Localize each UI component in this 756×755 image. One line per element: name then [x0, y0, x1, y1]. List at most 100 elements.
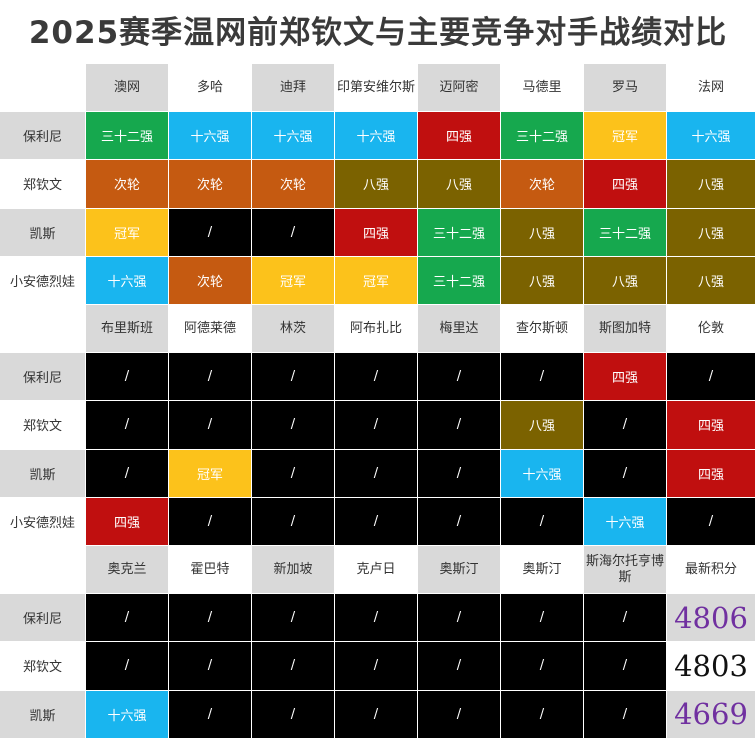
- result-cell: 十六强: [335, 112, 417, 160]
- result-cell: 八强: [667, 160, 755, 208]
- result-cell: 三十二强: [86, 112, 168, 160]
- result-cell: /: [169, 497, 251, 545]
- result-cell: 四强: [584, 160, 666, 208]
- result-cell: 八强: [418, 160, 500, 208]
- result-cell: 三十二强: [418, 208, 500, 256]
- player-label: 保利尼: [0, 112, 85, 160]
- result-cell: 十六强: [667, 112, 755, 160]
- result-cell: 四强: [86, 497, 168, 545]
- column-header: 斯图加特: [584, 305, 666, 353]
- result-cell: 十六强: [501, 449, 583, 497]
- result-cell: /: [584, 401, 666, 449]
- result-cell: /: [418, 353, 500, 401]
- result-cell: /: [86, 353, 168, 401]
- result-cell: 十六强: [169, 112, 251, 160]
- column-header: 印第安维尔斯: [335, 64, 417, 112]
- result-cell: /: [169, 208, 251, 256]
- result-cell: /: [335, 449, 417, 497]
- result-cell: 冠军: [169, 449, 251, 497]
- result-cell: 四强: [418, 112, 500, 160]
- result-cell: 四强: [667, 401, 755, 449]
- column-header: 新加坡: [252, 546, 334, 594]
- player-label: 凯斯: [0, 690, 85, 738]
- result-cell: /: [335, 594, 417, 642]
- result-cell: 十六强: [86, 690, 168, 738]
- result-cell: 冠军: [584, 112, 666, 160]
- column-header: 迪拜: [252, 64, 334, 112]
- result-cell: /: [86, 594, 168, 642]
- result-cell: /: [584, 690, 666, 738]
- header-corner: [0, 64, 85, 112]
- result-cell: /: [252, 497, 334, 545]
- result-cell: /: [501, 353, 583, 401]
- player-label: 郑钦文: [0, 401, 85, 449]
- result-cell: /: [335, 401, 417, 449]
- result-cell: 冠军: [86, 208, 168, 256]
- result-cell: 八强: [667, 256, 755, 304]
- column-header: 澳网: [86, 64, 168, 112]
- result-cell: 八强: [667, 208, 755, 256]
- result-cell: /: [86, 449, 168, 497]
- column-header: 克卢日: [335, 546, 417, 594]
- column-header: 阿德莱德: [169, 305, 251, 353]
- result-cell: /: [418, 497, 500, 545]
- column-header: 最新积分: [667, 546, 755, 594]
- result-cell: /: [252, 449, 334, 497]
- result-cell: /: [169, 690, 251, 738]
- result-cell: /: [418, 449, 500, 497]
- result-cell: /: [169, 642, 251, 690]
- result-cell: /: [252, 401, 334, 449]
- result-cell: /: [667, 353, 755, 401]
- column-header: 奥斯汀: [501, 546, 583, 594]
- result-cell: /: [584, 642, 666, 690]
- result-cell: /: [252, 642, 334, 690]
- result-cell: 十六强: [252, 112, 334, 160]
- points-cell: 4669: [667, 690, 755, 738]
- result-cell: 八强: [501, 401, 583, 449]
- result-cell: /: [667, 497, 755, 545]
- result-cell: /: [86, 401, 168, 449]
- column-header: 伦敦: [667, 305, 755, 353]
- column-header: 马德里: [501, 64, 583, 112]
- column-header: 梅里达: [418, 305, 500, 353]
- result-cell: /: [418, 642, 500, 690]
- result-cell: 次轮: [501, 160, 583, 208]
- player-label: 小安德烈娃: [0, 497, 85, 545]
- result-cell: 次轮: [169, 160, 251, 208]
- result-cell: /: [418, 594, 500, 642]
- result-cell: /: [252, 594, 334, 642]
- result-cell: 次轮: [169, 256, 251, 304]
- column-header: 多哈: [169, 64, 251, 112]
- result-cell: 冠军: [252, 256, 334, 304]
- result-cell: /: [418, 401, 500, 449]
- result-cell: /: [169, 594, 251, 642]
- points-cell: 4803: [667, 642, 755, 690]
- player-label: 郑钦文: [0, 160, 85, 208]
- points-cell: 4806: [667, 594, 755, 642]
- result-cell: /: [584, 594, 666, 642]
- result-cell: /: [335, 353, 417, 401]
- result-cell: /: [335, 497, 417, 545]
- column-header: 斯海尔托亨博斯: [584, 546, 666, 594]
- result-cell: 十六强: [86, 256, 168, 304]
- column-header: 林茨: [252, 305, 334, 353]
- result-cell: 四强: [667, 449, 755, 497]
- result-cell: 八强: [501, 256, 583, 304]
- result-cell: 八强: [501, 208, 583, 256]
- result-cell: /: [584, 449, 666, 497]
- result-cell: 四强: [335, 208, 417, 256]
- result-cell: /: [335, 690, 417, 738]
- result-cell: /: [252, 690, 334, 738]
- column-header: 迈阿密: [418, 64, 500, 112]
- result-cell: /: [169, 401, 251, 449]
- result-cell: 次轮: [86, 160, 168, 208]
- page-title: 2025赛季温网前郑钦文与主要竞争对手战绩对比: [28, 15, 728, 51]
- result-cell: 三十二强: [418, 256, 500, 304]
- player-label: 凯斯: [0, 449, 85, 497]
- result-cell: /: [501, 690, 583, 738]
- result-cell: /: [169, 353, 251, 401]
- result-cell: /: [252, 353, 334, 401]
- header-corner: [0, 546, 85, 594]
- result-cell: 冠军: [335, 256, 417, 304]
- result-cell: /: [501, 642, 583, 690]
